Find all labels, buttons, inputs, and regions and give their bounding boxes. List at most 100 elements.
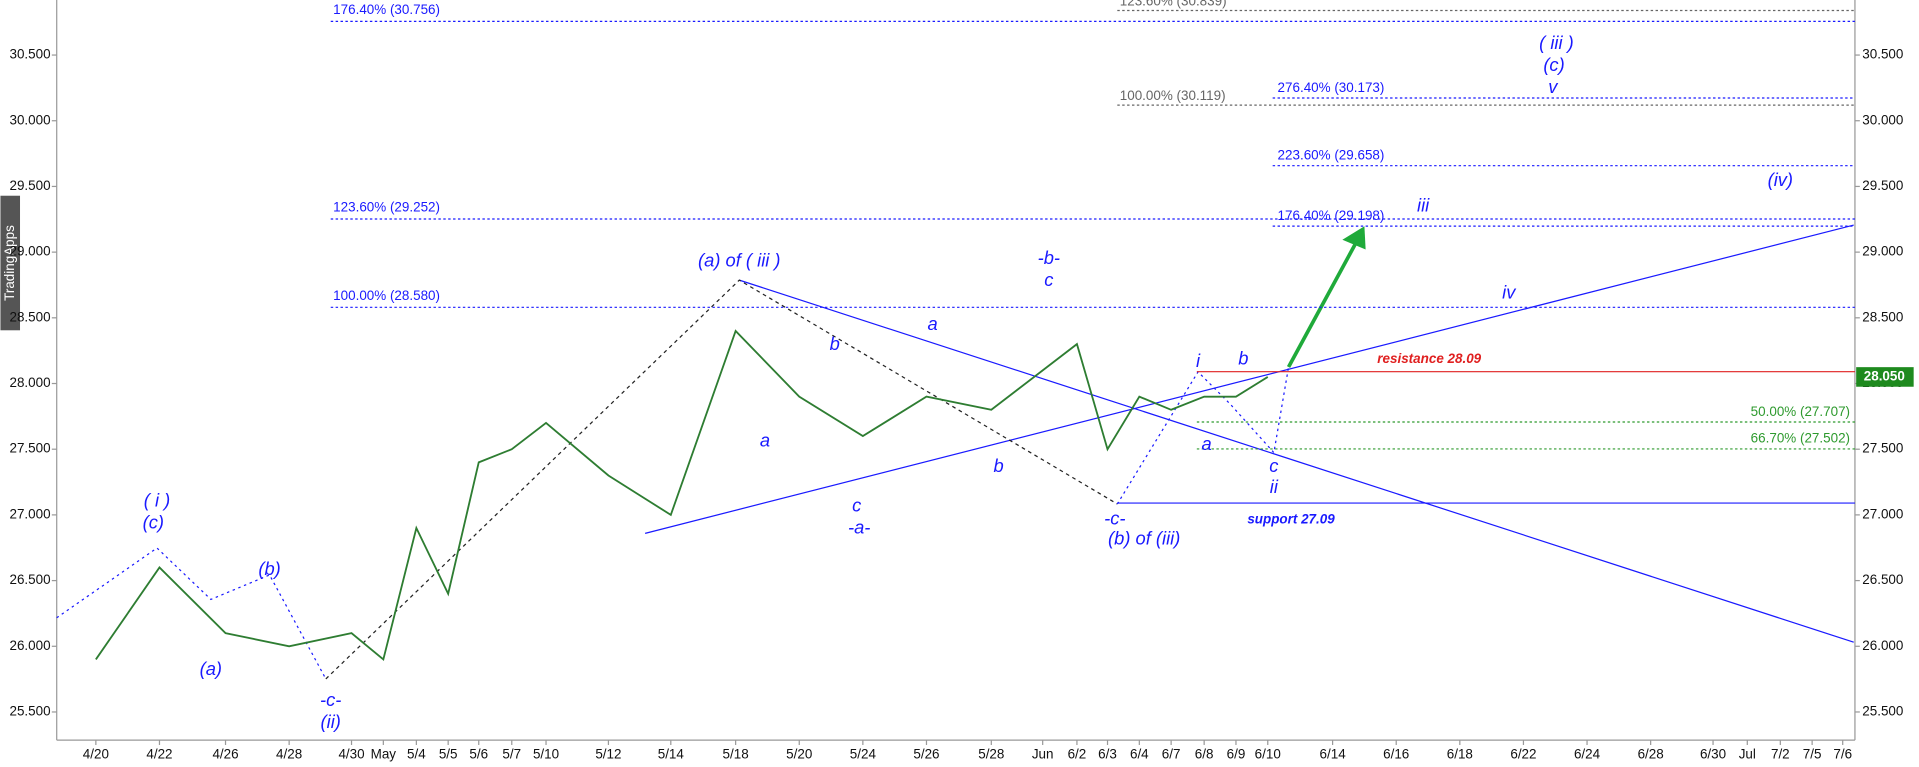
- y-tick-label: 26.500: [9, 572, 50, 587]
- wave-label: (c): [1543, 54, 1564, 75]
- x-tick-label: 5/6: [469, 746, 488, 761]
- level-label: 176.40% (30.756): [333, 2, 440, 17]
- x-tick-label: 6/4: [1130, 746, 1149, 761]
- wave-label: a: [760, 429, 770, 450]
- x-tick-label: 5/20: [786, 746, 812, 761]
- wave-label: (iv): [1768, 169, 1793, 190]
- x-tick-label: 6/16: [1383, 746, 1409, 761]
- y-tick-label: 29.500: [9, 178, 50, 193]
- x-tick-label: 5/18: [723, 746, 749, 761]
- wave-label: (a): [200, 658, 222, 679]
- trend-line: [739, 279, 1854, 643]
- x-tick-label: 6/3: [1098, 746, 1117, 761]
- last-price-label: 28.050: [1864, 368, 1905, 383]
- x-tick-label: 4/22: [146, 746, 172, 761]
- x-tick-label: 6/9: [1227, 746, 1246, 761]
- y-tick-label: 28.500: [9, 309, 50, 324]
- wave-label: iii: [1417, 195, 1430, 216]
- wave-label: a: [927, 313, 937, 334]
- y-tick-label: 26.000: [9, 638, 50, 653]
- x-tick-label: 7/5: [1803, 746, 1822, 761]
- x-tick-label: 6/2: [1068, 746, 1087, 761]
- wave-label: i: [1196, 350, 1201, 371]
- y-tick-label: 26.000: [1862, 638, 1903, 653]
- y-tick-label: 29.000: [9, 244, 50, 259]
- wave-label: iv: [1502, 281, 1517, 302]
- wave-label: (a) of ( iii ): [698, 250, 780, 271]
- wave-label: -b-: [1038, 247, 1060, 268]
- y-tick-label: 30.500: [9, 47, 50, 62]
- y-tick-label: 26.500: [1862, 572, 1903, 587]
- wave-label: v: [1548, 76, 1559, 97]
- x-tick-label: 6/22: [1510, 746, 1536, 761]
- x-tick-label: 6/30: [1700, 746, 1726, 761]
- wave-label: b: [994, 455, 1004, 476]
- x-tick-label: 4/26: [212, 746, 238, 761]
- wave-path: [1116, 366, 1290, 505]
- x-tick-label: 5/24: [850, 746, 877, 761]
- last-price-tag: [1856, 367, 1914, 387]
- wave-label: -c-: [320, 689, 341, 710]
- x-tick-label: 5/14: [658, 746, 685, 761]
- y-tick-label: 28.500: [1862, 309, 1903, 324]
- x-tick-label: 5/4: [407, 746, 426, 761]
- x-tick-label: 7/6: [1833, 746, 1852, 761]
- wave-label: (b): [258, 558, 280, 579]
- x-tick-label: 4/20: [83, 746, 109, 761]
- wave-label: ( i ): [144, 489, 170, 510]
- wave-label: c: [1269, 455, 1278, 476]
- y-tick-label: 27.000: [1862, 506, 1903, 521]
- y-tick-label: 27.500: [9, 441, 50, 456]
- trend-lines: [56, 224, 1854, 680]
- x-tick-label: 6/7: [1162, 746, 1181, 761]
- level-label: 66.70% (27.502): [1751, 431, 1850, 446]
- level-label: 176.40% (29.198): [1278, 208, 1385, 223]
- level-label: 123.60% (29.252): [333, 200, 440, 215]
- x-tick-label: May: [371, 746, 397, 761]
- x-tick-label: 4/28: [276, 746, 302, 761]
- x-tick-label: 5/7: [502, 746, 521, 761]
- x-tick-label: 5/5: [439, 746, 458, 761]
- wave-label: -c-: [1104, 508, 1125, 529]
- level-label: 276.40% (30.173): [1278, 80, 1385, 95]
- level-label: 100.00% (28.580): [333, 288, 440, 303]
- x-tick-label: 5/10: [533, 746, 559, 761]
- wave-label: ( iii ): [1539, 32, 1574, 53]
- x-tick-label: 7/2: [1771, 746, 1790, 761]
- y-tick-label: 27.500: [1862, 441, 1903, 456]
- x-tick-label: 6/14: [1320, 746, 1347, 761]
- trend-line: [644, 224, 1854, 534]
- price-line: [95, 329, 1269, 662]
- x-tick-label: 6/8: [1195, 746, 1214, 761]
- wave-label: a: [1202, 433, 1212, 454]
- y-tick-label: 30.500: [1862, 47, 1903, 62]
- x-tick-label: Jul: [1739, 746, 1756, 761]
- y-tick-label: 30.000: [9, 112, 50, 127]
- wave-label: -a-: [848, 516, 870, 537]
- x-tick-label: 5/26: [913, 746, 939, 761]
- y-tick-label: 30.000: [1862, 112, 1903, 127]
- level-label: 123.60% (30.839): [1120, 0, 1227, 8]
- wave-label: (c): [143, 511, 164, 532]
- x-tick-label: 5/12: [595, 746, 621, 761]
- level-label: 100.00% (30.119): [1120, 88, 1226, 103]
- watermark: TradingApps: [2, 225, 17, 301]
- x-tick-label: Jun: [1032, 746, 1054, 761]
- x-tick-label: 6/28: [1638, 746, 1664, 761]
- level-label: 50.00% (27.707): [1751, 404, 1850, 419]
- x-tick-label: 6/10: [1255, 746, 1281, 761]
- wave-label: b: [1238, 347, 1248, 368]
- level-label: support 27.09: [1247, 512, 1335, 527]
- x-tick-label: 4/30: [338, 746, 364, 761]
- wave-path: [325, 279, 1118, 680]
- y-tick-label: 29.500: [1862, 178, 1903, 193]
- wave-label: b: [830, 333, 840, 354]
- y-tick-label: 28.000: [9, 375, 50, 390]
- x-tick-label: 6/24: [1574, 746, 1601, 761]
- x-tick-label: 6/18: [1447, 746, 1473, 761]
- y-tick-label: 27.000: [9, 506, 50, 521]
- y-tick-label: 25.500: [9, 704, 50, 719]
- watermark-box: [0, 195, 21, 331]
